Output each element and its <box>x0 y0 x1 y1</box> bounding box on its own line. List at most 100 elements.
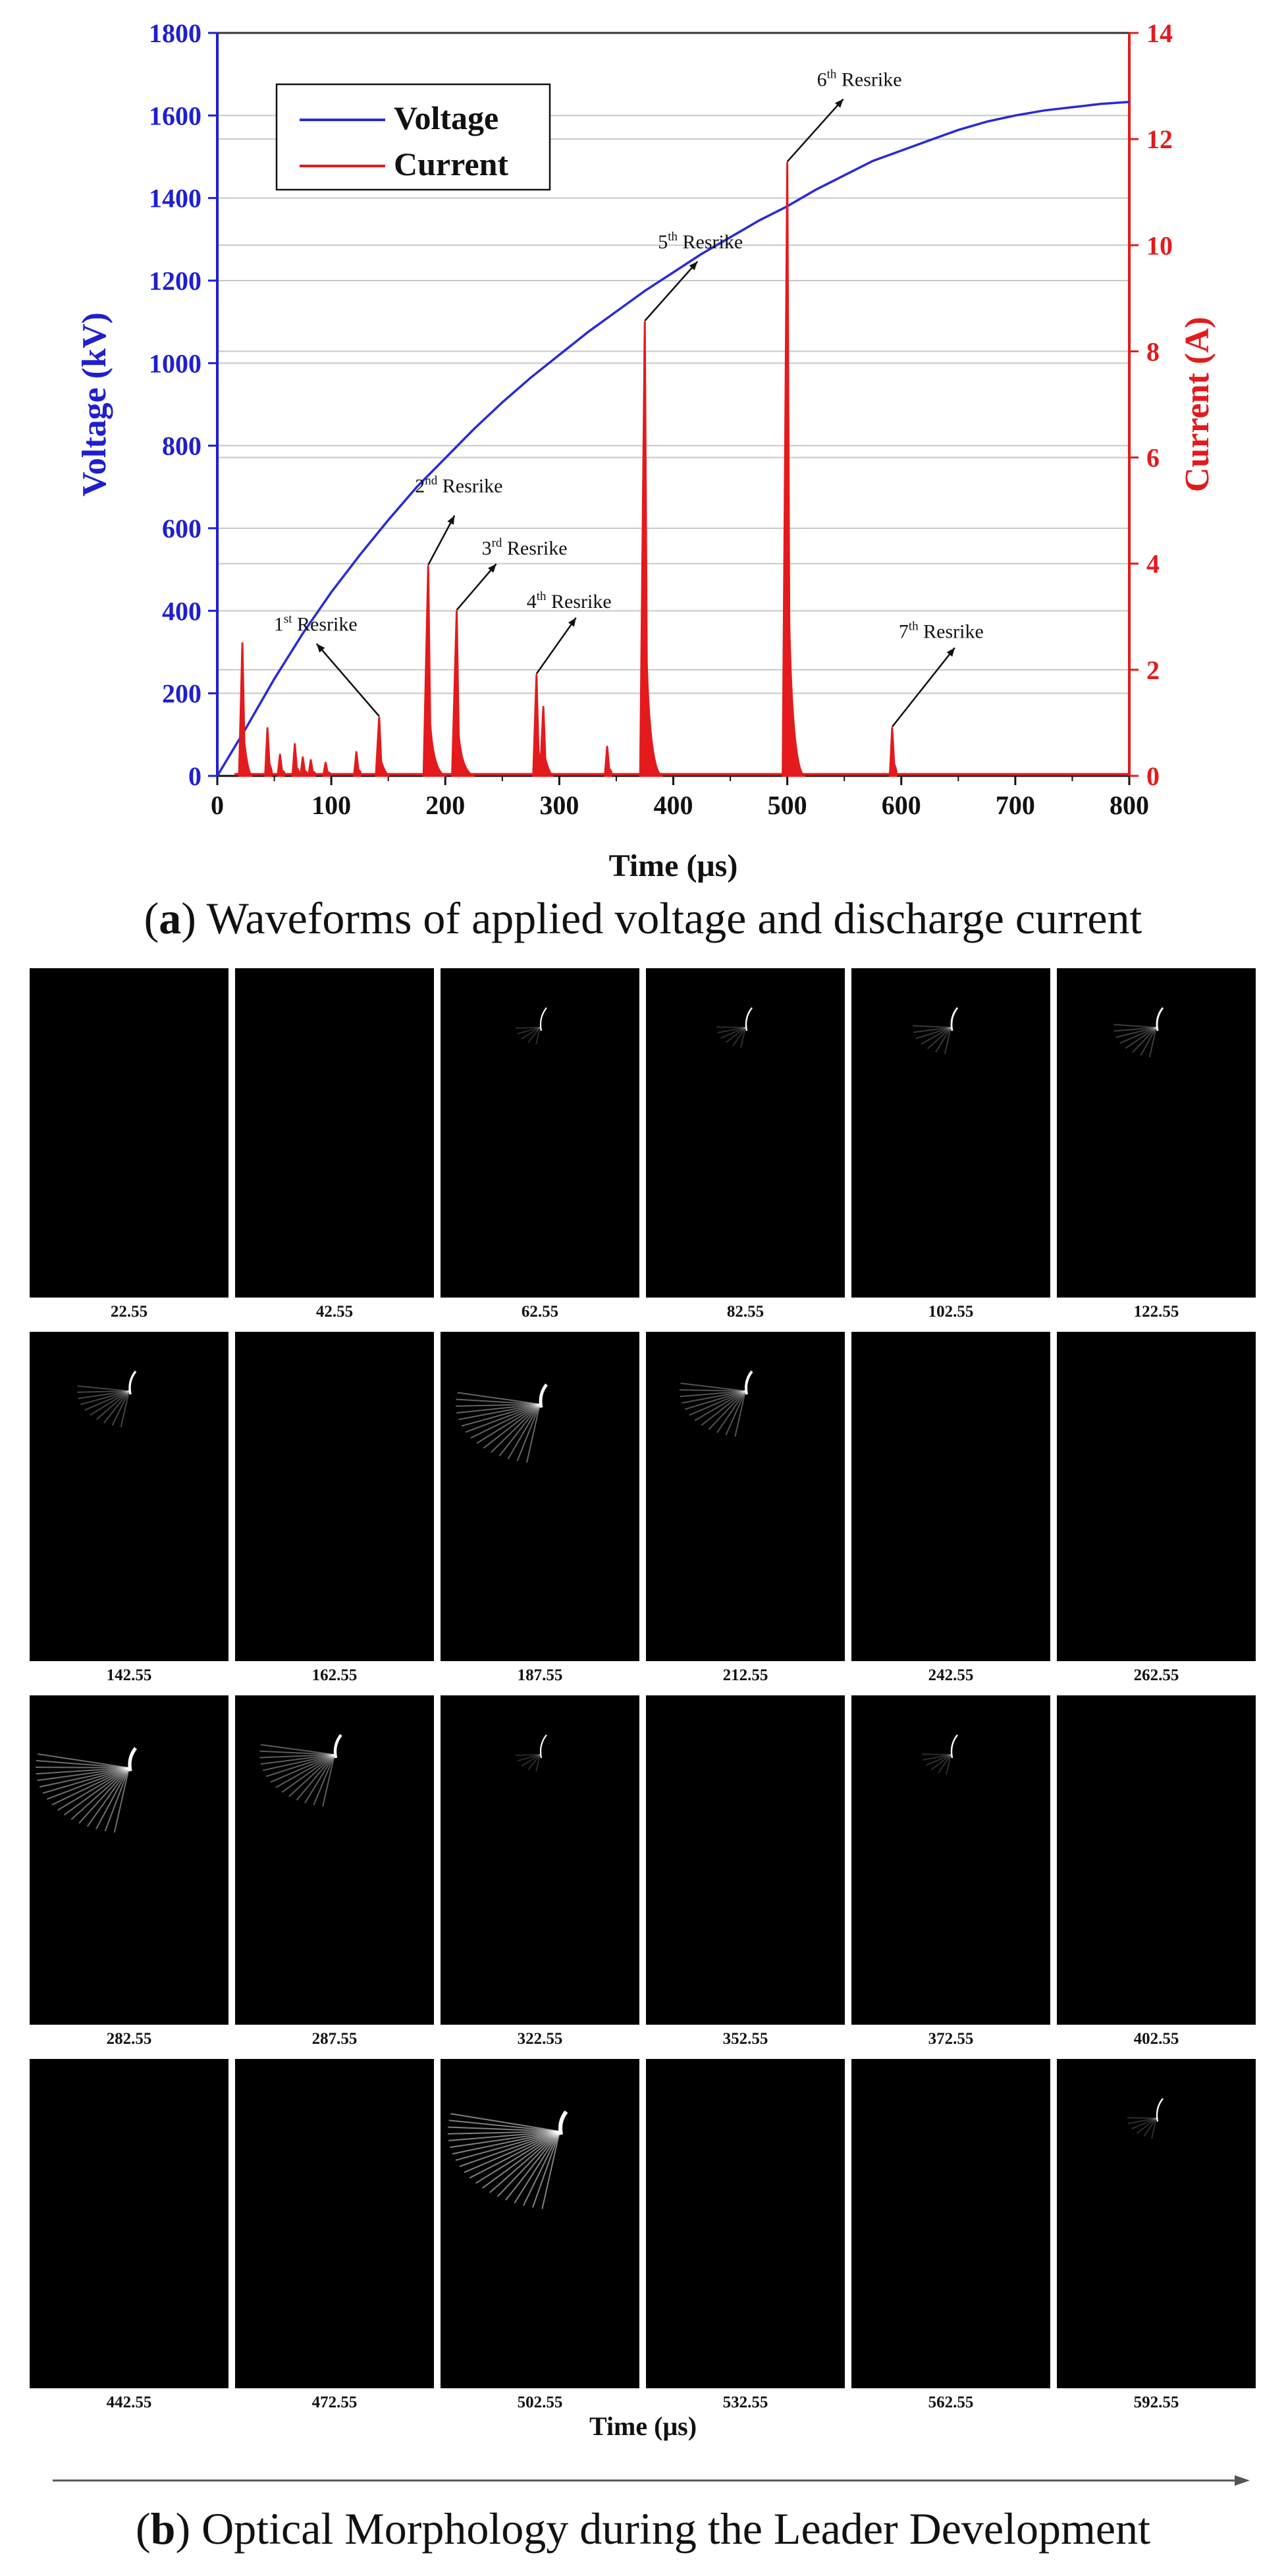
discharge-filament <box>1140 1027 1157 1056</box>
voltage-line <box>216 100 1130 777</box>
current-series <box>234 161 1129 777</box>
leader-channel <box>539 1383 548 1408</box>
annotation-arrowhead <box>316 644 325 653</box>
discharge-filament <box>42 1767 130 1794</box>
leader-channel <box>950 1007 959 1031</box>
caption-a-text: Waveforms of applied voltage and dischar… <box>196 893 1142 943</box>
discharge-filament <box>1151 2118 1157 2139</box>
frame-time-label: 162.55 <box>311 1666 358 1684</box>
y-left-tick-label: 1600 <box>149 101 201 130</box>
discharge-filament <box>1128 2118 1157 2124</box>
discharge-glow <box>716 1007 753 1048</box>
y-right-tick-label: 8 <box>1146 337 1160 366</box>
discharge-filament <box>923 1754 951 1761</box>
chart-axes: 0 100 200 300 400 500 600 700 800020040060080010… <box>76 18 1216 883</box>
discharge-filament <box>498 1404 541 1457</box>
discharge-filament <box>720 1027 746 1039</box>
discharge-filament <box>475 2131 560 2184</box>
discharge-filament <box>535 1754 541 1772</box>
y-left-tick-label: 1000 <box>149 348 201 378</box>
current-spike <box>539 705 554 777</box>
leader-channel <box>558 2110 568 2135</box>
annotation-arrow <box>315 643 380 717</box>
discharge-filament <box>322 1754 335 1807</box>
leader-channel <box>950 1734 958 1759</box>
y-right-tick-label: 4 <box>1146 549 1160 579</box>
discharge-filament <box>260 1743 335 1755</box>
frame-image <box>441 1332 639 1661</box>
y-left-tick-label: 800 <box>162 431 201 461</box>
discharge-filament <box>946 1754 951 1775</box>
discharge-filament <box>516 1404 541 1462</box>
discharge-filament <box>944 1027 951 1055</box>
current-spike <box>299 756 308 777</box>
discharge-filament <box>457 1392 541 1405</box>
discharge-filament <box>265 1754 335 1777</box>
discharge-filament <box>464 2131 560 2174</box>
discharge-glow <box>515 1007 547 1045</box>
discharge-filament <box>689 1390 746 1416</box>
discharge-filament <box>259 1750 335 1755</box>
discharge-filament <box>1143 2118 1157 2137</box>
discharge-filament <box>1115 1027 1157 1038</box>
frame-image <box>851 1332 1050 1661</box>
frame-time-label: 62.55 <box>521 1303 559 1321</box>
frame-time-label: 287.55 <box>311 2030 358 2048</box>
leader-channel <box>1156 1007 1164 1031</box>
discharge-filament <box>489 2131 560 2193</box>
y-right-tick-label: 2 <box>1146 655 1160 685</box>
y-right-tick-label: 14 <box>1146 18 1173 48</box>
discharge-filament <box>84 1390 130 1411</box>
frame-image <box>1057 2059 1256 2388</box>
discharge-filament <box>926 1754 951 1767</box>
frame-time-label: 372.55 <box>928 2030 974 2048</box>
caption-b: (b) Optical Morphology during the Leader… <box>136 2504 1150 2554</box>
current-spike <box>307 759 317 777</box>
discharge-filament <box>680 1389 746 1392</box>
discharge-filament <box>77 1390 130 1393</box>
discharge-filament <box>275 1754 335 1788</box>
discharge-glow <box>456 1383 548 1463</box>
discharge-filament <box>448 2126 560 2132</box>
current-spike <box>375 716 390 777</box>
annotation-label: 1st Resrike <box>274 612 358 635</box>
frame-time-label: 592.55 <box>1133 2394 1179 2411</box>
annotation-arrowhead <box>488 564 496 573</box>
discharge-filament <box>36 1760 130 1768</box>
discharge-filament <box>470 1404 541 1439</box>
waveform-chart: 0 100 200 300 400 500 600 700 800020040060080010… <box>76 18 1216 883</box>
discharge-filament <box>38 1753 130 1768</box>
annotation-arrowhead <box>835 99 844 108</box>
discharge-filament <box>95 1390 130 1420</box>
discharge-filament <box>535 1027 541 1045</box>
discharge-filament <box>296 1754 335 1801</box>
y-right-axis-label: Current (A) <box>1179 317 1216 492</box>
frame-image <box>235 1695 434 2025</box>
x-tick-label: 100 <box>311 790 351 820</box>
discharge-filament <box>725 1027 746 1043</box>
discharge-glow <box>77 1370 137 1427</box>
current-spike <box>888 726 898 777</box>
frame-image <box>1057 1695 1256 2025</box>
discharge-filament <box>448 2120 560 2132</box>
discharge-filament <box>70 1767 130 1820</box>
y-right-tick-label: 12 <box>1146 124 1173 154</box>
annotation-arrow <box>644 261 699 321</box>
discharge-filament <box>476 1404 541 1444</box>
frame-image <box>441 1695 639 2025</box>
annotation-arrowhead <box>689 261 698 271</box>
discharge-filament <box>517 1027 541 1035</box>
discharge-filament <box>913 1025 951 1028</box>
discharge-filament <box>732 1027 746 1047</box>
annotation-label: 2nd Resrike <box>415 474 502 497</box>
x-tick-label: 200 <box>425 790 465 820</box>
legend-label-voltage: Voltage <box>394 99 498 136</box>
discharge-filament <box>51 1767 130 1806</box>
current-spike <box>422 565 446 777</box>
current-spike <box>782 161 806 777</box>
frame-image <box>1057 968 1256 1298</box>
discharge-filament <box>270 1754 335 1783</box>
discharge-filament <box>708 1390 746 1430</box>
frame-image <box>646 1332 845 1661</box>
frame-image <box>235 968 434 1298</box>
